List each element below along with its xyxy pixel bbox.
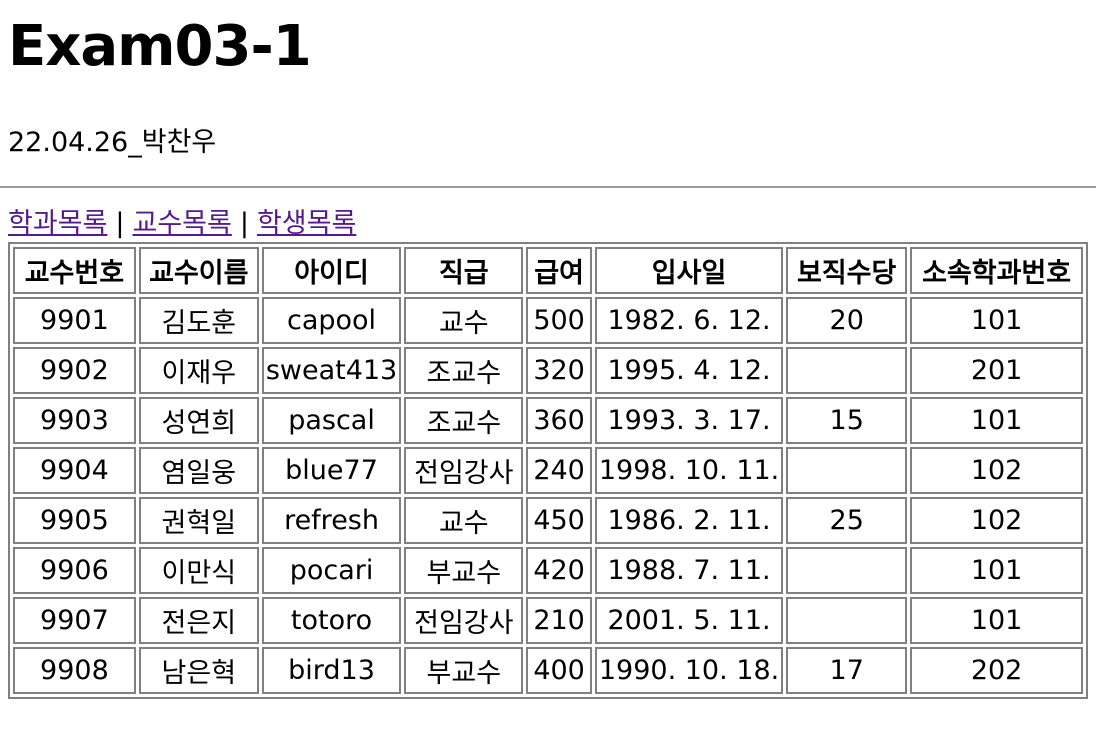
cell-professor-name: 전은지 — [138, 597, 259, 644]
cell-allowance: 20 — [786, 297, 908, 344]
cell-professor-name: 남은혁 — [138, 647, 259, 694]
cell-hire-date: 1993. 3. 17. — [594, 397, 784, 444]
cell-allowance: 25 — [786, 497, 908, 544]
cell-salary: 500 — [526, 297, 592, 344]
cell-allowance — [786, 347, 908, 394]
cell-salary: 420 — [526, 547, 592, 594]
cell-hire-date: 1988. 7. 11. — [594, 547, 784, 594]
cell-professor-name: 김도훈 — [138, 297, 259, 344]
cell-user-id: pocari — [261, 547, 402, 594]
nav-separator: | — [115, 208, 125, 239]
author-line: 22.04.26_박찬우 — [8, 127, 217, 158]
cell-professor-id: 9903 — [13, 397, 136, 444]
table-row: 9901 김도훈 capool 교수 500 1982. 6. 12. 20 1… — [13, 297, 1083, 344]
table-row: 9903 성연희 pascal 조교수 360 1993. 3. 17. 15 … — [13, 397, 1083, 444]
cell-position: 교수 — [404, 497, 524, 544]
cell-user-id: refresh — [261, 497, 402, 544]
column-header-salary: 급여 — [526, 247, 592, 294]
cell-professor-name: 이만식 — [138, 547, 259, 594]
cell-professor-id: 9905 — [13, 497, 136, 544]
cell-professor-name: 염일웅 — [138, 447, 259, 494]
table-row: 9907 전은지 totoro 전임강사 210 2001. 5. 11. 10… — [13, 597, 1083, 644]
cell-hire-date: 1995. 4. 12. — [594, 347, 784, 394]
nav-link-professors[interactable]: 교수목록 — [132, 208, 232, 239]
table-row: 9902 이재우 sweat413 조교수 320 1995. 4. 12. 2… — [13, 347, 1083, 394]
cell-professor-name: 권혁일 — [138, 497, 259, 544]
cell-department-no: 202 — [910, 647, 1083, 694]
cell-professor-id: 9904 — [13, 447, 136, 494]
nav-link-departments[interactable]: 학과목록 — [8, 208, 108, 239]
table-row: 9904 염일웅 blue77 전임강사 240 1998. 10. 11. 1… — [13, 447, 1083, 494]
cell-user-id: bird13 — [261, 647, 402, 694]
page: Exam03-1 22.04.26_박찬우 학과목록 | 교수목록 | 학생목록 교수번… — [0, 14, 1096, 699]
cell-professor-id: 9906 — [13, 547, 136, 594]
cell-professor-name: 이재우 — [138, 347, 259, 394]
cell-hire-date: 2001. 5. 11. — [594, 597, 784, 644]
page-title: Exam03-1 — [8, 14, 312, 79]
cell-department-no: 102 — [910, 497, 1083, 544]
cell-salary: 240 — [526, 447, 592, 494]
column-header-professor-id: 교수번호 — [13, 247, 136, 294]
cell-hire-date: 1982. 6. 12. — [594, 297, 784, 344]
cell-hire-date: 1986. 2. 11. — [594, 497, 784, 544]
cell-department-no: 201 — [910, 347, 1083, 394]
nav-separator: | — [239, 208, 249, 239]
cell-salary: 400 — [526, 647, 592, 694]
cell-professor-id: 9901 — [13, 297, 136, 344]
cell-department-no: 101 — [910, 597, 1083, 644]
cell-position: 교수 — [404, 297, 524, 344]
cell-position: 부교수 — [404, 647, 524, 694]
professor-table: 교수번호 교수이름 아이디 직급 급여 입사일 보직수당 소속학과번호 9901… — [8, 242, 1088, 699]
nav-link-students[interactable]: 학생목록 — [256, 208, 357, 239]
column-header-professor-name: 교수이름 — [138, 247, 259, 294]
table-header-row: 교수번호 교수이름 아이디 직급 급여 입사일 보직수당 소속학과번호 — [13, 247, 1083, 294]
cell-salary: 450 — [526, 497, 592, 544]
nav-links: 학과목록 | 교수목록 | 학생목록 — [8, 206, 1088, 242]
cell-allowance — [786, 447, 908, 494]
cell-professor-id: 9907 — [13, 597, 136, 644]
column-header-allowance: 보직수당 — [786, 247, 908, 294]
cell-user-id: totoro — [261, 597, 402, 644]
cell-allowance — [786, 597, 908, 644]
table-row: 9905 권혁일 refresh 교수 450 1986. 2. 11. 25 … — [13, 497, 1083, 544]
column-header-department-no: 소속학과번호 — [910, 247, 1083, 294]
table-row: 9906 이만식 pocari 부교수 420 1988. 7. 11. 101 — [13, 547, 1083, 594]
divider — [0, 186, 1096, 188]
cell-salary: 360 — [526, 397, 592, 444]
cell-professor-id: 9908 — [13, 647, 136, 694]
cell-user-id: blue77 — [261, 447, 402, 494]
cell-department-no: 101 — [910, 297, 1083, 344]
cell-position: 전임강사 — [404, 447, 524, 494]
cell-position: 부교수 — [404, 547, 524, 594]
cell-department-no: 102 — [910, 447, 1083, 494]
cell-professor-name: 성연희 — [138, 397, 259, 444]
column-header-user-id: 아이디 — [261, 247, 402, 294]
cell-allowance: 17 — [786, 647, 908, 694]
cell-department-no: 101 — [910, 397, 1083, 444]
cell-hire-date: 1998. 10. 11. — [594, 447, 784, 494]
cell-user-id: pascal — [261, 397, 402, 444]
cell-salary: 320 — [526, 347, 592, 394]
cell-position: 조교수 — [404, 347, 524, 394]
column-header-position: 직급 — [404, 247, 524, 294]
cell-position: 조교수 — [404, 397, 524, 444]
table-row: 9908 남은혁 bird13 부교수 400 1990. 10. 18. 17… — [13, 647, 1083, 694]
column-header-hire-date: 입사일 — [594, 247, 784, 294]
cell-allowance: 15 — [786, 397, 908, 444]
cell-salary: 210 — [526, 597, 592, 644]
cell-position: 전임강사 — [404, 597, 524, 644]
cell-professor-id: 9902 — [13, 347, 136, 394]
cell-department-no: 101 — [910, 547, 1083, 594]
cell-user-id: sweat413 — [261, 347, 402, 394]
cell-user-id: capool — [261, 297, 402, 344]
cell-allowance — [786, 547, 908, 594]
cell-hire-date: 1990. 10. 18. — [594, 647, 784, 694]
